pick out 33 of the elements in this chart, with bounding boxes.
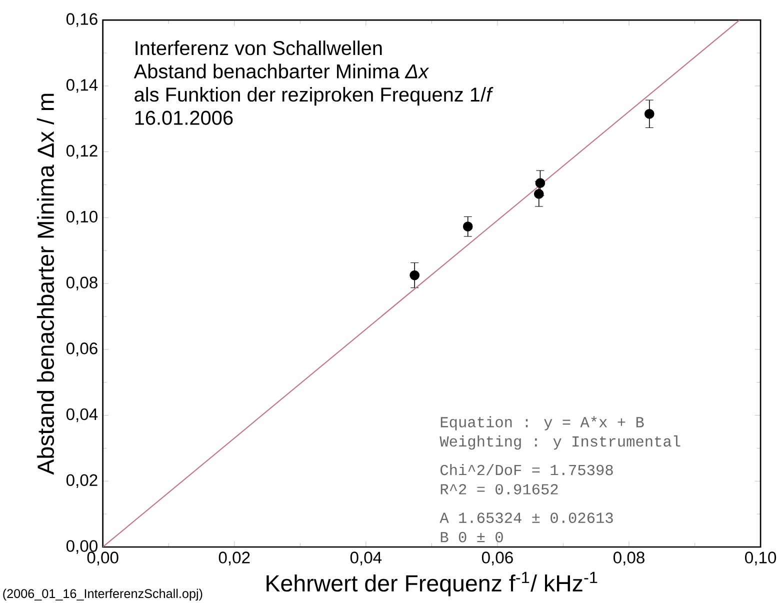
annotation: R^2 = 0.91652	[440, 484, 558, 494]
annotation: Abstand benachbarter Minima Δx	[134, 64, 430, 78]
x-tick-label: 0,08	[613, 552, 644, 566]
x-tick-label: 0,00	[87, 552, 118, 566]
annotation: Chi^2/DoF = 1.75398	[440, 464, 613, 476]
point	[410, 270, 420, 280]
point	[462, 222, 473, 232]
point	[534, 189, 544, 199]
y-tick-label: 0,12	[66, 144, 98, 159]
annotation: Weighting : y Instrumental	[440, 435, 680, 450]
point	[644, 109, 654, 119]
x-axis-title: Kehrwert der Frequenz f$^{-1}$/ kHz$^{-1}$	[266, 572, 598, 596]
y-tick-label: 0,08	[66, 276, 98, 290]
x-tick-label: 0,10	[745, 552, 776, 566]
y-tick-label: 0,02	[66, 474, 98, 488]
y-tick-label: 0,14	[66, 79, 98, 93]
y-tick-label: 0,16	[66, 13, 98, 27]
text: (2006_01_16_InterferenzSchall.opj)	[3, 588, 202, 601]
annotation: A 1.65324 ± 0.02613	[440, 512, 613, 524]
annotation: B 0 ± 0	[440, 532, 503, 542]
point	[535, 178, 546, 188]
y-tick-label: 0,06	[66, 342, 98, 356]
x-tick-label: 0,04	[350, 552, 382, 566]
annotation: 16.01.2006	[135, 110, 233, 125]
y-tick-label: 0,00	[66, 540, 98, 554]
annotation: Equation : y = A*x + B	[440, 416, 644, 430]
x-tick-label: 0,02	[218, 552, 250, 566]
annotation: Interferenz von Schallwellen	[136, 40, 382, 56]
y-tick-label: 0,10	[66, 210, 98, 225]
y-axis-title: Abstand benachbarter Minima Δx / m	[36, 94, 54, 475]
annotation: als Funktion der reziproken Frequenz 1/f	[134, 87, 494, 106]
y-tick-label: 0,04	[66, 408, 98, 422]
x-tick-label: 0,06	[482, 552, 513, 566]
